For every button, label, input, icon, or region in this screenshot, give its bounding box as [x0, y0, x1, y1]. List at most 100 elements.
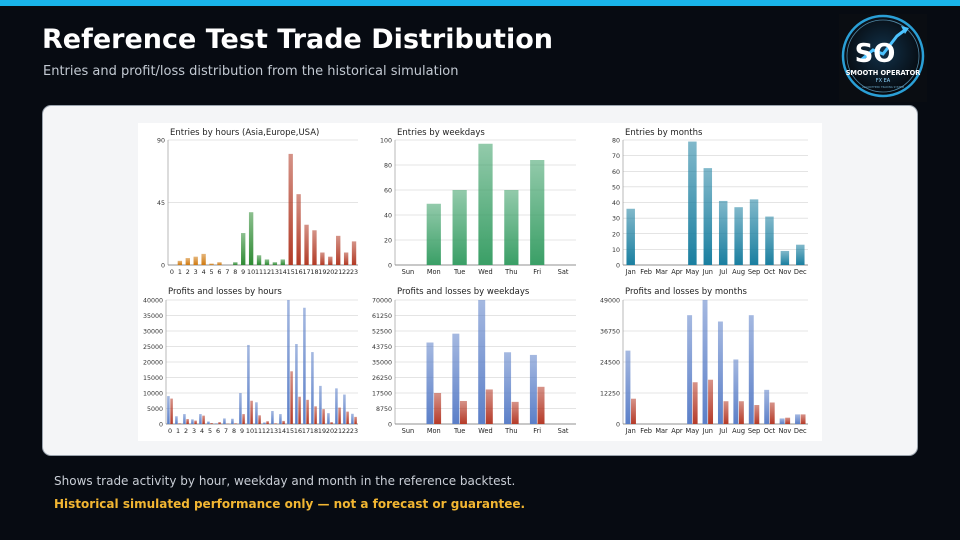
- bar: [335, 388, 338, 424]
- bar: [199, 414, 202, 424]
- chart-6: Profits and losses by months 0 12250 24500 3…: [600, 287, 808, 435]
- bar: [280, 259, 285, 265]
- bar: [529, 354, 537, 424]
- bar: [234, 423, 237, 424]
- bar: [287, 300, 290, 424]
- x-tick-label: 6: [217, 268, 221, 276]
- bar: [207, 421, 210, 424]
- bar: [504, 352, 512, 424]
- x-tick-label: Nov: [778, 268, 791, 276]
- x-tick-label: Dec: [794, 268, 807, 276]
- bar: [795, 414, 800, 424]
- bar: [346, 411, 349, 424]
- chart-title: Profits and losses by weekdays: [397, 287, 530, 297]
- bar: [255, 402, 258, 424]
- y-tick-label: 12250: [600, 391, 620, 398]
- y-tick-label: 17500: [372, 391, 392, 398]
- x-tick-label: Jun: [702, 427, 713, 435]
- x-tick-label: 18: [310, 268, 318, 276]
- y-tick-label: 90: [157, 138, 165, 145]
- y-tick-label: 30: [612, 216, 620, 223]
- x-tick-label: 17: [302, 268, 310, 276]
- x-tick-label: 16: [294, 427, 302, 435]
- y-tick-label: 0: [161, 263, 165, 270]
- x-tick-label: Apr: [671, 427, 683, 435]
- bar: [303, 307, 306, 424]
- bar: [282, 420, 285, 424]
- x-tick-label: Feb: [640, 268, 652, 276]
- bar: [354, 416, 357, 424]
- bar: [175, 416, 178, 424]
- x-tick-label: 14: [278, 427, 286, 435]
- bar: [765, 216, 774, 265]
- x-tick-label: 12: [262, 427, 270, 435]
- bar: [511, 401, 519, 424]
- x-tick-label: 15: [287, 268, 295, 276]
- bar: [272, 262, 278, 265]
- x-tick-label: 16: [295, 268, 303, 276]
- y-tick-label: 60: [612, 169, 620, 176]
- y-tick-label: 0: [159, 422, 163, 429]
- bar: [478, 143, 493, 265]
- bar: [314, 406, 317, 424]
- bar: [274, 423, 277, 424]
- x-tick-label: Jan: [625, 268, 636, 276]
- chart-1: Entries by hours (Asia,Europe,USA) 0 45 90 0…: [157, 128, 358, 276]
- brand-logo: SO SMOOTH OPERATOR FX EA ALGORITHMIC TRA…: [839, 14, 927, 102]
- x-tick-label: Wed: [478, 268, 492, 276]
- bar: [258, 415, 261, 424]
- bar: [223, 418, 226, 424]
- chart-title: Profits and losses by months: [625, 287, 747, 297]
- bar: [338, 407, 341, 424]
- x-tick-label: May: [686, 427, 700, 435]
- bar: [185, 258, 190, 265]
- x-tick-label: 23: [350, 268, 358, 276]
- slide-title: Reference Test Trade Distribution: [42, 24, 553, 55]
- charts-sheet: Entries by hours (Asia,Europe,USA) 0 45 90 0…: [138, 123, 822, 441]
- x-tick-label: Sat: [558, 427, 569, 435]
- y-tick-label: 0: [388, 263, 392, 270]
- x-tick-label: Sun: [402, 427, 415, 435]
- x-tick-label: 21: [334, 268, 342, 276]
- bar: [717, 321, 723, 424]
- x-tick-label: 7: [225, 268, 229, 276]
- bar: [170, 398, 173, 424]
- x-tick-label: 12: [263, 268, 271, 276]
- bar: [626, 208, 635, 265]
- bar: [426, 203, 441, 265]
- y-tick-label: 26250: [372, 375, 392, 382]
- x-tick-label: 19: [318, 268, 326, 276]
- bar: [167, 396, 170, 424]
- x-tick-label: Mon: [427, 268, 441, 276]
- x-tick-label: 21: [334, 427, 342, 435]
- y-tick-label: 50: [612, 184, 620, 191]
- bar: [351, 413, 354, 424]
- x-tick-label: 19: [318, 427, 326, 435]
- x-tick-label: 10: [247, 268, 255, 276]
- bar: [256, 255, 262, 265]
- bar: [194, 420, 197, 424]
- bar: [322, 409, 325, 424]
- y-tick-label: 5000: [147, 406, 163, 413]
- x-tick-label: 22: [342, 427, 350, 435]
- bar: [351, 241, 357, 265]
- x-tick-label: Tue: [453, 268, 465, 276]
- top-accent-bar: [0, 0, 960, 6]
- bar: [478, 300, 486, 424]
- bar: [748, 315, 754, 424]
- bar: [191, 419, 194, 424]
- x-tick-label: 11: [255, 268, 263, 276]
- bar: [239, 393, 242, 424]
- bar: [631, 398, 636, 424]
- bar: [485, 389, 493, 424]
- x-tick-label: Jun: [702, 268, 713, 276]
- y-tick-label: 49000: [600, 298, 620, 305]
- x-tick-label: Oct: [764, 268, 776, 276]
- bar: [769, 402, 775, 424]
- x-tick-label: Sep: [748, 427, 760, 435]
- bar: [328, 256, 333, 265]
- bar: [452, 333, 460, 424]
- x-tick-label: Thu: [504, 268, 517, 276]
- bar: [233, 262, 238, 265]
- bar: [764, 389, 770, 424]
